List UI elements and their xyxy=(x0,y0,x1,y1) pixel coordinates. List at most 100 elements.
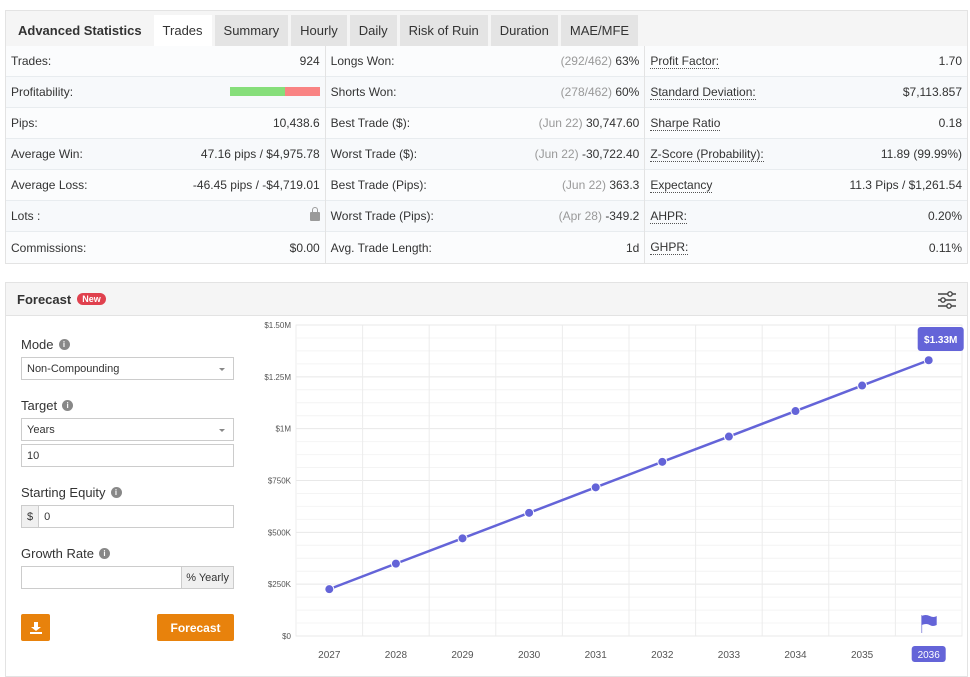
stat-value-text: 63% xyxy=(615,54,640,68)
growth-rate-label: Growth Rate xyxy=(21,545,94,561)
x-tick-label: 2027 xyxy=(318,650,341,661)
stat-label[interactable]: GHPR: xyxy=(650,240,689,255)
x-tick-label: 2030 xyxy=(518,650,541,661)
stat-value-text: 30,747.60 xyxy=(585,116,640,130)
stat-label[interactable]: Sharpe Ratio xyxy=(650,115,721,131)
flag-cloth xyxy=(921,615,937,626)
forecast-header: Forecast New xyxy=(6,283,967,316)
stat-note: (292/462) xyxy=(560,54,612,68)
stat-value xyxy=(229,85,320,99)
stat-label: Worst Trade (Pips): xyxy=(330,209,434,223)
stat-value: (Jun 22) 363.3 xyxy=(562,178,639,192)
target-label: Target xyxy=(21,397,58,413)
info-icon[interactable]: i xyxy=(58,338,70,350)
tab-risk-of-ruin[interactable]: Risk of Ruin xyxy=(399,15,488,46)
stat-row: Shorts Won: (278/462) 60% xyxy=(325,77,645,108)
stat-label[interactable]: Z-Score (Probability): xyxy=(650,146,764,162)
stat-label[interactable]: Profit Factor: xyxy=(650,53,720,69)
stat-label: Worst Trade ($): xyxy=(330,147,418,161)
stat-label: Avg. Trade Length: xyxy=(330,240,432,255)
data-point xyxy=(390,558,401,569)
tab-trades[interactable]: Trades xyxy=(153,15,212,46)
series-line xyxy=(328,359,930,591)
data-point xyxy=(457,533,468,544)
stat-label: Pips: xyxy=(11,116,38,130)
stat-row: Lots : xyxy=(6,201,325,232)
lock-icon xyxy=(309,206,320,221)
tab-hourly[interactable]: Hourly xyxy=(291,15,347,46)
stat-row: Trades: 924 xyxy=(6,46,325,77)
x-tick-label: 2034 xyxy=(784,650,807,661)
value-tooltip-text: $1.33M xyxy=(924,335,957,346)
stats-grid: Trades: 924 Profitability: Pips: 10,438.6 Ave… xyxy=(6,46,968,263)
stat-note: (Jun 22) xyxy=(538,116,583,130)
stat-label: Commissions: xyxy=(11,240,87,255)
tab-daily[interactable]: Daily xyxy=(349,15,397,46)
target-value-input[interactable]: 10 xyxy=(21,444,234,467)
stat-value: 10,438.6 xyxy=(273,116,320,130)
stat-value: 11.89 (99.99%) xyxy=(881,147,962,161)
stat-row: Worst Trade (Pips): (Apr 28) -349.2 xyxy=(325,201,645,232)
data-point xyxy=(723,431,734,442)
stat-row: Profitability: xyxy=(6,77,325,108)
won-fill xyxy=(229,87,286,96)
y-tick-label: $1.25M xyxy=(264,373,291,382)
stat-value: (292/462) 63% xyxy=(561,54,640,68)
stat-row: Commissions: $0.00 xyxy=(6,232,325,263)
download-icon xyxy=(29,621,42,634)
tab-duration[interactable]: Duration xyxy=(490,15,558,46)
data-point xyxy=(857,380,868,391)
stat-label: Average Loss: xyxy=(11,178,88,192)
stat-value: -46.45 pips / -$4,719.01 xyxy=(193,178,320,192)
stat-row: Average Win: 47.16 pips / $4,975.78 xyxy=(6,139,325,170)
info-icon[interactable]: i xyxy=(110,486,122,498)
data-point xyxy=(923,355,934,366)
stat-value-text: 10,438.6 xyxy=(272,116,320,130)
stat-label[interactable]: Standard Deviation: xyxy=(650,84,756,100)
y-tick-label: $0 xyxy=(282,632,291,641)
stat-value-text: -30,722.40 xyxy=(581,147,640,161)
stat-value: 924 xyxy=(300,54,320,68)
download-button[interactable] xyxy=(21,614,50,641)
stat-label: Lots : xyxy=(11,209,41,223)
profitability-bar xyxy=(229,87,320,96)
info-icon[interactable]: i xyxy=(98,547,110,559)
stat-label[interactable]: AHPR: xyxy=(650,208,688,224)
dollar-addon: $ xyxy=(22,506,40,527)
settings-sliders-icon[interactable] xyxy=(937,291,957,309)
stat-value-text: $7,113.857 xyxy=(902,85,963,99)
stat-row: GHPR: 0.11% xyxy=(645,232,968,263)
stat-value-text: 0.18 xyxy=(938,116,963,130)
stat-row: Profit Factor: 1.70 xyxy=(645,46,968,77)
x-tick-label: 2033 xyxy=(718,650,741,661)
info-icon[interactable]: i xyxy=(62,399,74,411)
data-point xyxy=(657,456,668,467)
target-unit-select[interactable]: Years xyxy=(21,418,234,441)
stat-value-text: $0.00 xyxy=(289,240,320,255)
stat-value-text: 47.16 pips / $4,975.78 xyxy=(200,147,320,161)
x-tick-highlight xyxy=(911,646,946,662)
starting-equity-input[interactable]: $0 xyxy=(21,505,234,528)
stat-label: Average Win: xyxy=(11,147,83,161)
x-tick-label: 2029 xyxy=(451,650,474,661)
stat-label: Longs Won: xyxy=(330,54,395,68)
stat-value-text: 11.89 (99.99%) xyxy=(880,147,963,161)
stat-note: (Jun 22) xyxy=(534,147,579,161)
stat-value: (278/462) 60% xyxy=(561,85,640,99)
growth-rate-input[interactable]: % Yearly xyxy=(21,566,234,589)
chevron-down-icon xyxy=(219,368,225,374)
value-tooltip xyxy=(917,327,964,351)
stat-value-text: 924 xyxy=(299,54,320,68)
stat-value-text: 60% xyxy=(615,85,640,99)
forecast-button[interactable]: Forecast xyxy=(157,614,234,641)
x-tick-label: 2035 xyxy=(851,650,874,661)
tab-mae-mfe[interactable]: MAE/MFE xyxy=(560,15,639,46)
stat-label: Shorts Won: xyxy=(330,85,397,99)
stat-value-text: 1d xyxy=(625,240,640,255)
advanced-statistics-panel: Advanced Statistics Trades Summary Hourly D… xyxy=(5,10,968,264)
mode-select[interactable]: Non-Compounding xyxy=(21,357,234,380)
forecast-panel: Forecast New Mode i Non-Compounding Targe… xyxy=(5,282,968,677)
stat-row: Best Trade (Pips): (Jun 22) 363.3 xyxy=(325,170,645,201)
tab-summary[interactable]: Summary xyxy=(214,15,289,46)
stat-label[interactable]: Expectancy xyxy=(650,177,713,193)
